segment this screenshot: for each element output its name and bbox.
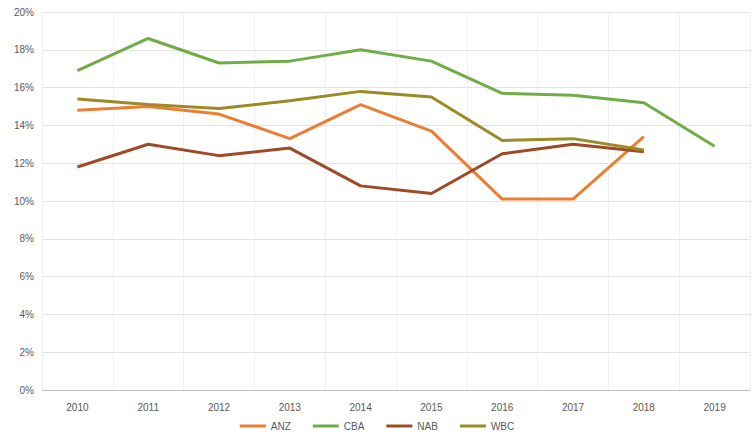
svg-text:0%: 0% xyxy=(20,385,35,396)
svg-text:16%: 16% xyxy=(14,82,34,93)
svg-text:CBA: CBA xyxy=(344,421,365,432)
svg-text:2016: 2016 xyxy=(491,402,514,413)
svg-text:2012: 2012 xyxy=(208,402,231,413)
svg-text:18%: 18% xyxy=(14,44,34,55)
svg-text:2015: 2015 xyxy=(420,402,443,413)
svg-text:2014: 2014 xyxy=(349,402,372,413)
svg-text:2013: 2013 xyxy=(279,402,302,413)
svg-text:NAB: NAB xyxy=(417,421,438,432)
svg-text:2019: 2019 xyxy=(703,402,726,413)
svg-text:14%: 14% xyxy=(14,120,34,131)
svg-text:8%: 8% xyxy=(20,233,35,244)
svg-text:2017: 2017 xyxy=(562,402,585,413)
svg-text:12%: 12% xyxy=(14,158,34,169)
svg-text:20%: 20% xyxy=(14,7,34,18)
svg-text:10%: 10% xyxy=(14,196,34,207)
svg-text:2%: 2% xyxy=(20,347,35,358)
svg-text:2010: 2010 xyxy=(66,402,89,413)
svg-text:2018: 2018 xyxy=(633,402,656,413)
svg-text:4%: 4% xyxy=(20,309,35,320)
svg-text:ANZ: ANZ xyxy=(271,421,291,432)
svg-text:WBC: WBC xyxy=(491,421,514,432)
svg-text:6%: 6% xyxy=(20,271,35,282)
svg-text:2011: 2011 xyxy=(137,402,159,413)
